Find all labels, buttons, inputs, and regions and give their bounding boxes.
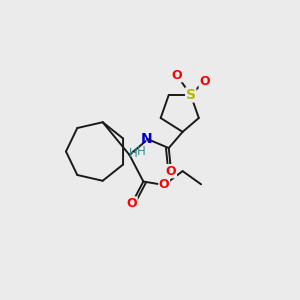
Text: O: O — [127, 197, 137, 210]
Text: N: N — [141, 132, 153, 146]
Text: O: O — [166, 165, 176, 178]
Text: O: O — [159, 178, 170, 191]
Text: O: O — [199, 74, 210, 88]
Text: S: S — [186, 88, 196, 102]
Text: H: H — [129, 147, 138, 160]
Text: H: H — [137, 145, 146, 158]
Text: O: O — [172, 69, 182, 82]
